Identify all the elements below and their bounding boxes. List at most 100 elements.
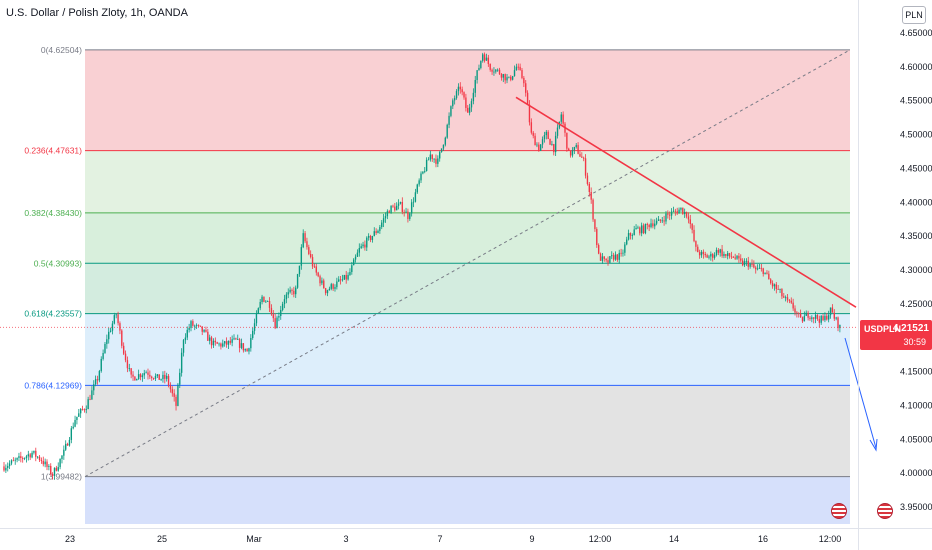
candle-body <box>573 146 576 151</box>
candle-body <box>768 273 770 280</box>
candle-body <box>538 144 540 151</box>
candle-body <box>218 343 220 345</box>
candle-body <box>590 191 592 200</box>
candle-body <box>536 144 538 146</box>
candle-body <box>669 214 671 216</box>
projection-arrow-head <box>869 438 878 452</box>
candle-body <box>549 138 551 145</box>
candle-body <box>317 272 319 277</box>
candle-body <box>612 255 615 260</box>
candle-body <box>293 290 295 295</box>
candle-body <box>313 266 316 268</box>
candle-body <box>465 97 467 108</box>
candle-body <box>106 339 108 345</box>
candle-body <box>25 456 28 459</box>
candle-body <box>712 254 714 258</box>
candle-body <box>76 416 78 420</box>
candle-body <box>741 260 744 266</box>
candle-body <box>338 279 340 282</box>
candle-body <box>128 368 130 369</box>
candle-body <box>339 279 342 281</box>
candle-body <box>364 244 366 248</box>
candle-body <box>584 158 587 176</box>
candle-body <box>450 106 452 116</box>
candle-body <box>753 264 755 268</box>
candle-body <box>371 236 374 240</box>
candle-body <box>502 74 504 78</box>
candle-body <box>38 456 41 461</box>
candle-body <box>792 302 794 309</box>
currency-button[interactable]: PLN <box>902 6 926 24</box>
candle-body <box>36 456 39 458</box>
candle-body <box>48 465 50 467</box>
candle-body <box>126 360 129 369</box>
candle-body <box>74 419 76 427</box>
candle-body <box>603 256 605 259</box>
candle-body <box>730 256 733 258</box>
candle-body <box>648 224 650 228</box>
candle-body <box>165 375 168 379</box>
candle-body <box>121 330 123 346</box>
candle-body <box>272 314 274 319</box>
candle-body <box>63 449 65 456</box>
candle-body <box>308 247 310 255</box>
candle-body <box>775 284 778 289</box>
candle-body <box>151 376 153 379</box>
candle-body <box>108 331 110 340</box>
candle-body <box>496 69 499 71</box>
candle-body <box>111 323 114 331</box>
us-flag-icon[interactable] <box>831 503 847 519</box>
candle-body <box>300 247 303 266</box>
candle-body <box>122 345 125 354</box>
candle-body <box>160 379 162 380</box>
candle-body <box>100 358 102 372</box>
candle-body <box>521 70 523 78</box>
us-flag-icon[interactable] <box>877 503 893 519</box>
candle-body <box>820 315 822 323</box>
candle-body <box>81 408 84 410</box>
candle-body <box>687 216 690 220</box>
drawings[interactable] <box>0 96 878 452</box>
candle-body <box>175 396 177 406</box>
candle-body <box>171 389 173 394</box>
candle-body <box>676 211 678 214</box>
candle-body <box>278 315 280 318</box>
candle-body <box>491 69 493 72</box>
candle-body <box>644 223 647 234</box>
y-tick-label: 4.60000 <box>900 62 932 72</box>
candle-body <box>210 337 213 346</box>
candle-body <box>826 315 828 320</box>
candle-body <box>44 461 46 465</box>
candle-body <box>771 283 774 287</box>
candle-body <box>263 296 265 302</box>
candle-body <box>717 249 720 253</box>
candle-body <box>341 279 344 281</box>
candle-body <box>629 233 632 236</box>
y-tick-label: 4.40000 <box>900 197 932 207</box>
y-tick-label: 4.55000 <box>900 96 932 106</box>
candle-body <box>489 63 491 70</box>
candle-body <box>461 89 463 93</box>
candle-body <box>442 144 445 149</box>
candle-body <box>652 223 654 227</box>
candle-body <box>624 244 626 253</box>
candle-body <box>91 390 93 400</box>
candle-body <box>788 299 791 301</box>
candle-body <box>330 284 332 289</box>
candle-body <box>801 317 804 322</box>
candle-body <box>814 315 817 319</box>
candle-body <box>268 301 271 308</box>
candle-body <box>386 211 389 217</box>
candle-body <box>607 260 609 263</box>
price-tag-symbol: USDPLN <box>864 324 902 334</box>
candle-body <box>751 264 753 265</box>
candle-body <box>87 399 89 410</box>
candle-body <box>94 379 97 385</box>
candle-body <box>252 330 254 338</box>
fib-retracement[interactable]: 0(4.62504) 0.236(4.47631) 0.382(4.38430) 0.… <box>24 45 851 524</box>
fib-zone-extension <box>85 476 850 524</box>
candle-body <box>526 92 529 105</box>
candle-body <box>809 317 811 319</box>
candle-body <box>448 115 450 125</box>
